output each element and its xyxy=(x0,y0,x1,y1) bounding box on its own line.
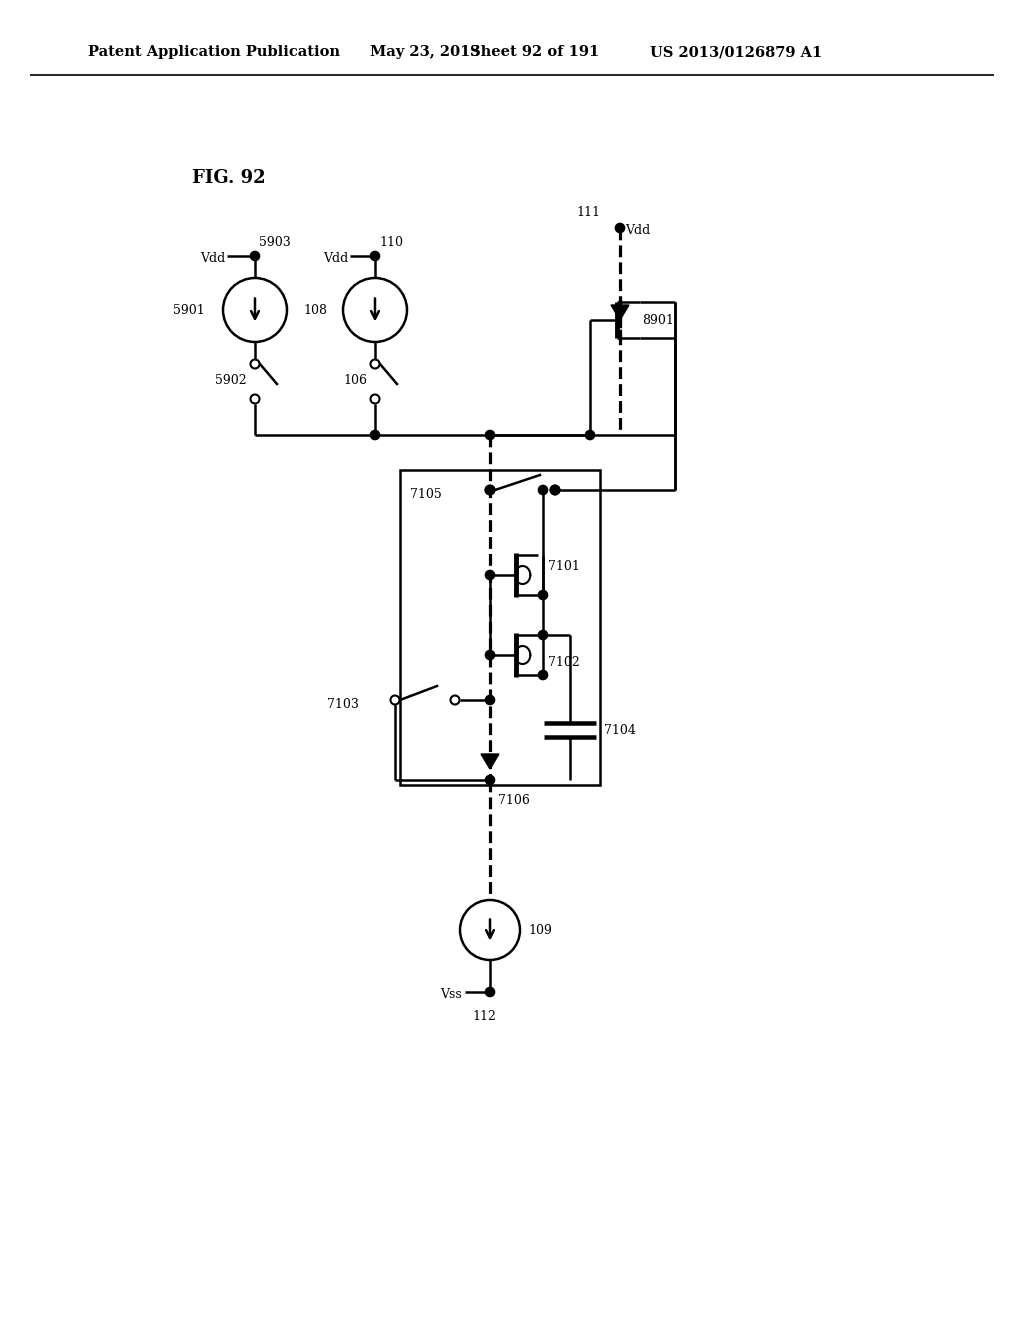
Text: 5903: 5903 xyxy=(259,235,291,248)
Text: 8901: 8901 xyxy=(642,314,674,326)
Text: 7105: 7105 xyxy=(410,488,441,502)
Circle shape xyxy=(485,696,495,705)
Circle shape xyxy=(539,671,548,680)
Text: Sheet 92 of 191: Sheet 92 of 191 xyxy=(470,45,599,59)
Text: 7106: 7106 xyxy=(498,793,529,807)
Circle shape xyxy=(485,651,495,660)
Text: May 23, 2013: May 23, 2013 xyxy=(370,45,480,59)
Circle shape xyxy=(485,987,495,997)
Circle shape xyxy=(251,252,259,260)
Text: FIG. 92: FIG. 92 xyxy=(193,169,265,187)
Circle shape xyxy=(371,252,380,260)
Circle shape xyxy=(539,486,548,495)
Circle shape xyxy=(539,631,548,639)
Text: Vdd: Vdd xyxy=(625,223,650,236)
Circle shape xyxy=(371,430,380,440)
Circle shape xyxy=(251,395,259,404)
Circle shape xyxy=(371,395,380,404)
Circle shape xyxy=(451,696,460,705)
Circle shape xyxy=(485,776,495,784)
Circle shape xyxy=(615,223,625,232)
Text: 5901: 5901 xyxy=(173,304,205,317)
Text: 7102: 7102 xyxy=(548,656,580,669)
Text: 7104: 7104 xyxy=(604,723,636,737)
Circle shape xyxy=(485,430,495,440)
Text: Vdd: Vdd xyxy=(323,252,348,264)
Text: 5902: 5902 xyxy=(215,375,247,388)
Circle shape xyxy=(390,696,399,705)
Polygon shape xyxy=(611,305,629,319)
Text: Vdd: Vdd xyxy=(200,252,225,264)
Circle shape xyxy=(371,359,380,368)
Circle shape xyxy=(586,430,595,440)
Circle shape xyxy=(551,486,559,495)
Circle shape xyxy=(251,359,259,368)
Circle shape xyxy=(485,570,495,579)
Circle shape xyxy=(485,486,495,495)
Circle shape xyxy=(485,486,495,495)
Text: 106: 106 xyxy=(343,375,367,388)
Text: 111: 111 xyxy=(575,206,600,219)
Circle shape xyxy=(551,486,559,495)
Text: 7101: 7101 xyxy=(548,561,580,573)
Text: US 2013/0126879 A1: US 2013/0126879 A1 xyxy=(650,45,822,59)
Polygon shape xyxy=(481,754,499,770)
Text: 112: 112 xyxy=(472,1010,496,1023)
Text: Patent Application Publication: Patent Application Publication xyxy=(88,45,340,59)
Bar xyxy=(400,470,600,785)
Circle shape xyxy=(539,590,548,599)
Text: Vss: Vss xyxy=(440,987,462,1001)
Text: 108: 108 xyxy=(303,304,327,317)
Text: 7103: 7103 xyxy=(327,698,358,711)
Text: 110: 110 xyxy=(379,235,403,248)
Text: 109: 109 xyxy=(528,924,552,936)
